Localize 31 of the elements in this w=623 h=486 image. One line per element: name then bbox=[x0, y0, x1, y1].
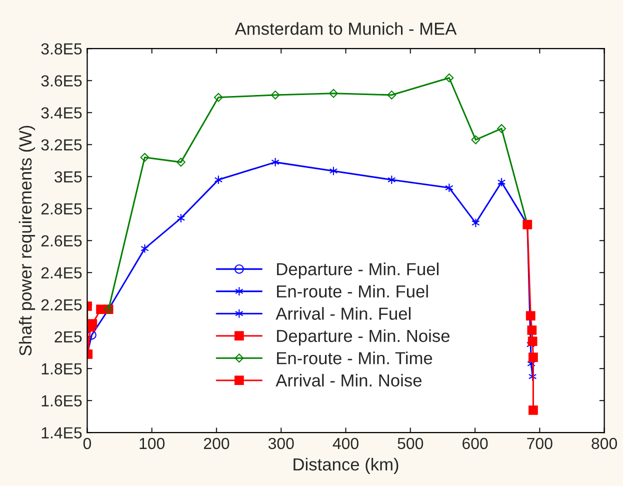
y-tick-label: 2.8E5 bbox=[41, 203, 82, 215]
x-tick-label: 400 bbox=[332, 438, 358, 450]
x-axis-title: Distance (km) bbox=[294, 458, 398, 474]
y-tick-label: 2.2E5 bbox=[41, 299, 82, 311]
legend-label: En-route - Min. Fuel bbox=[277, 284, 428, 298]
y-tick-label: 2E5 bbox=[54, 331, 82, 342]
y-tick-label: 2.4E5 bbox=[41, 267, 82, 279]
y-tick-label: 2.6E5 bbox=[41, 235, 82, 247]
x-tick-label: 200 bbox=[204, 438, 230, 450]
legend-label: En-route - Min. Time bbox=[277, 352, 432, 364]
legend-label: Arrival - Min. Fuel bbox=[276, 307, 410, 320]
x-tick-label: 600 bbox=[462, 438, 488, 450]
legend-label: Arrival - Min. Noise bbox=[276, 374, 422, 387]
x-tick-label: 800 bbox=[592, 438, 618, 450]
y-tick-label: 3E5 bbox=[54, 171, 82, 183]
x-tick-label: 700 bbox=[527, 438, 552, 450]
chart-title: Amsterdam to Munich - MEA bbox=[234, 22, 457, 35]
y-tick-label: 1.8E5 bbox=[42, 363, 82, 374]
y-tick-label: 3.8E5 bbox=[41, 43, 82, 55]
x-tick-label: 300 bbox=[268, 438, 294, 450]
y-tick-label: 1.4E5 bbox=[42, 427, 82, 438]
legend-label: Departure - Min. Fuel bbox=[277, 262, 438, 279]
y-tick-label: 3.2E5 bbox=[41, 139, 82, 151]
y-tick-label: 3.4E5 bbox=[41, 107, 82, 119]
legend-label: Departure - Min. Noise bbox=[277, 329, 450, 346]
y-tick-label: 1.6E5 bbox=[42, 395, 82, 406]
y-axis-title: Shaft power requirements (W) bbox=[18, 126, 36, 356]
x-tick-label: 0 bbox=[83, 438, 92, 450]
x-tick-label: 500 bbox=[398, 438, 424, 450]
y-tick-label: 3.6E5 bbox=[41, 75, 82, 87]
x-tick-label: 100 bbox=[140, 438, 165, 450]
